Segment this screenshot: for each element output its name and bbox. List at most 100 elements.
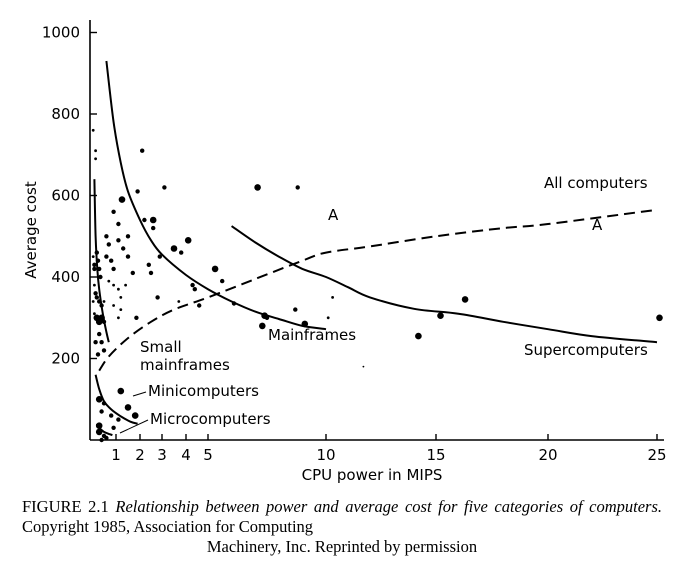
data-point [104,435,109,441]
data-point [95,258,101,263]
data-point [656,314,663,322]
data-point [140,148,145,153]
data-point [125,254,131,259]
data-point [93,291,98,296]
curve-mainframes [105,60,327,331]
data-point [91,128,95,132]
data-point [94,295,100,300]
data-point [93,340,98,345]
data-point [157,254,162,259]
data-point [99,340,104,345]
data-point [95,396,103,403]
data-point [151,225,156,231]
data-point [116,238,121,243]
label-supercomputers: Supercomputers [524,341,648,359]
data-point [326,316,330,320]
data-point [93,312,96,316]
data-point [92,266,97,272]
data-point [104,254,109,259]
curve-small-mainframes [93,179,110,343]
data-point [135,189,140,194]
data-point [116,221,121,227]
data-point [101,348,107,353]
data-point [102,300,106,303]
data-point [106,242,112,247]
data-point [142,217,147,223]
x-axis-label: CPU power in MIPS [302,466,443,484]
data-point [190,282,195,288]
data-point [99,409,104,414]
data-point [362,365,365,368]
data-point [131,412,139,419]
data-point [111,209,116,214]
data-point [94,250,100,255]
data-point [117,387,125,395]
data-point [92,262,97,267]
y-ticks: 200 400 600 800 1000 [42,24,97,368]
data-point [112,283,115,287]
data-point [111,425,116,430]
data-point [118,196,126,203]
data-point [148,270,154,276]
data-point [220,278,225,284]
data-point [264,315,270,320]
data-point [99,437,104,443]
data-point [293,307,298,312]
x-tick-label: 15 [426,446,445,464]
data-point [119,296,123,299]
data-point [99,303,104,308]
data-point [149,216,157,224]
data-point [95,428,103,436]
curve-all-computers [98,208,658,372]
label-minicomputers: Minicomputers [148,382,259,400]
x-tick-label: 10 [316,446,335,464]
data-point [121,246,126,251]
curve-minicomputers [94,374,138,425]
data-point [295,185,300,190]
data-point [104,234,109,239]
data-point [162,185,167,190]
data-point [177,300,181,303]
data-points [91,128,663,443]
caption-credit-last: Machinery, Inc. Reprinted by permission [206,537,478,556]
x-tick-label: 4 [181,446,191,464]
data-point [301,320,309,328]
data-point [101,401,107,406]
label-microcomputers: Microcomputers [150,410,271,428]
annotation-a-2: A [592,216,603,234]
data-point [184,237,192,244]
data-point [146,262,151,267]
curve-supercomputers [231,225,658,344]
data-point [179,250,184,255]
data-point [197,303,202,308]
data-point [117,287,120,291]
label-small-mainframes-2: mainframes [140,356,230,374]
caption-credit: Copyright 1985, Association for Computin… [22,517,314,536]
data-point [95,422,103,430]
data-point [125,234,131,239]
data-point [124,404,132,411]
x-tick-label: 2 [135,446,145,464]
data-point [98,314,105,322]
data-point [134,315,139,320]
y-tick-label: 400 [51,268,80,286]
label-all-computers: All computers [544,174,648,192]
data-point [117,316,120,320]
data-point [331,296,334,299]
data-point [211,265,219,273]
leader-microcomputers [119,419,149,434]
x-tick-label: 5 [203,446,213,464]
caption-label: FIGURE 2.1 [22,497,109,516]
data-point [93,283,96,287]
figure-caption: FIGURE 2.1 Relationship between power an… [22,497,662,557]
data-point [116,417,121,422]
data-point [107,279,111,283]
data-point [437,312,444,320]
data-point [192,287,197,292]
annotation-a-1: A [328,206,339,224]
data-point [111,266,116,272]
data-point [259,322,266,330]
data-point [155,295,160,300]
data-point [91,255,95,258]
